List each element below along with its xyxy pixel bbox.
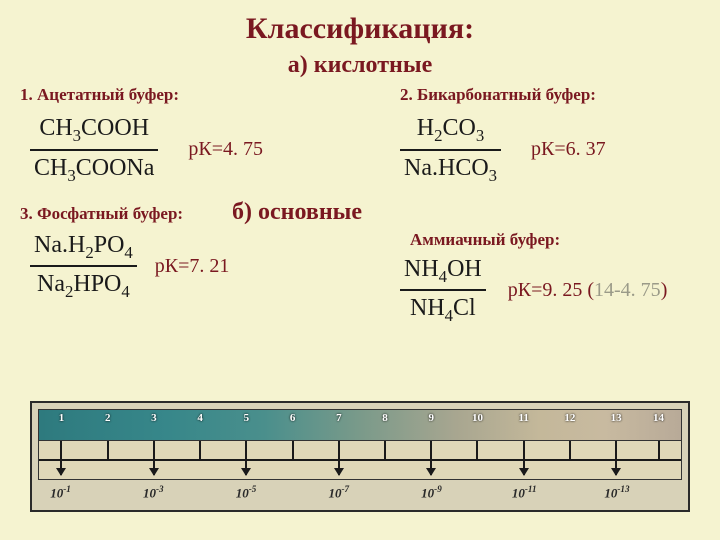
buffer1-num: CH3COOH [35,113,153,147]
ph-arrow [60,441,62,475]
row-basic: Na.H2PO4 Na2HPO4 рК=7. 21 Аммиачный буфе… [0,226,720,328]
ph-top-number: 6 [290,412,296,424]
ph-bottom-label: 10-11 [512,484,537,501]
ph-scale: 1234567891011121314 10-110-310-510-710-9… [30,401,690,512]
buffer3-den: Na2HPO4 [33,269,134,303]
ph-top-number: 10 [472,412,483,424]
row-acidic: 1. Ацетатный буфер: CH3COOH CH3COONa рК=… [0,79,720,187]
ph-arrow [338,441,340,475]
ph-top-number: 14 [653,412,664,424]
ph-short-tick [292,441,294,459]
ph-arrow [615,441,617,475]
ph-arrow [153,441,155,475]
buffer2-num: H2CO3 [413,113,488,147]
ph-short-tick [384,441,386,459]
buffer2-den: Na.HCO3 [400,153,501,187]
section-a-title: а) кислотные [0,52,720,79]
ph-bottom-labels: 10-1 10-3 10-5 10-7 10-9 10-11 10-13 [38,484,682,504]
buffer4-den: NH4Cl [406,293,480,327]
ph-short-tick [199,441,201,459]
buffer1-den: CH3COONa [30,153,158,187]
ph-top-number: 1 [59,412,65,424]
section-b-row: 3. Фосфатный буфер: б) основные [0,199,720,226]
page-title: Классификация: [0,0,720,46]
ph-short-tick [569,441,571,459]
buffer3-label: 3. Фосфатный буфер: [0,204,220,224]
buffer2-formula: H2CO3 Na.HCO3 рК=6. 37 [360,113,720,187]
buffer3-formula: Na.H2PO4 Na2HPO4 рК=7. 21 [0,230,360,304]
ph-top-number: 4 [197,412,203,424]
ph-top-number: 8 [382,412,388,424]
buffer4-pk: рК=9. 25 (14-4. 75) [508,279,668,302]
ph-arrow [245,441,247,475]
ph-bottom-label: 10-1 [50,484,71,501]
ph-bottom-label: 10-5 [236,484,257,501]
ph-top-number: 5 [244,412,250,424]
ph-bottom-label: 10-13 [604,484,629,501]
ph-arrow [523,441,525,475]
ph-bottom-label: 10-9 [421,484,442,501]
ph-bottom-label: 10-3 [143,484,164,501]
ph-gradient: 1234567891011121314 [38,409,682,441]
buffer1-pk: рК=4. 75 [188,138,263,161]
ph-top-number: 2 [105,412,111,424]
buffer4-num: NH4OH [400,254,486,288]
ph-short-tick [476,441,478,459]
ph-bottom-label: 10-7 [328,484,349,501]
buffer4-label: Аммиачный буфер: [360,230,720,250]
buffer3-num: Na.H2PO4 [30,230,137,264]
buffer4-formula: NH4OH NH4Cl рК=9. 25 (14-4. 75) [360,254,720,328]
ph-top-number: 7 [336,412,342,424]
ph-short-tick [658,441,660,459]
buffer1-label: 1. Ацетатный буфер: [0,79,360,109]
ph-arrows [38,441,682,480]
buffer2-pk: рК=6. 37 [531,138,606,161]
ph-top-number: 3 [151,412,157,424]
ph-top-number: 12 [564,412,575,424]
buffer1-formula: CH3COOH CH3COONa рК=4. 75 [0,113,360,187]
section-b-title: б) основные [232,199,362,226]
buffer3-pk: рК=7. 21 [155,255,230,278]
ph-top-number: 11 [519,412,529,424]
ph-short-tick [107,441,109,459]
buffer2-label: 2. Бикарбонатный буфер: [360,79,720,109]
ph-arrow [430,441,432,475]
ph-top-number: 13 [611,412,622,424]
ph-top-number: 9 [429,412,435,424]
